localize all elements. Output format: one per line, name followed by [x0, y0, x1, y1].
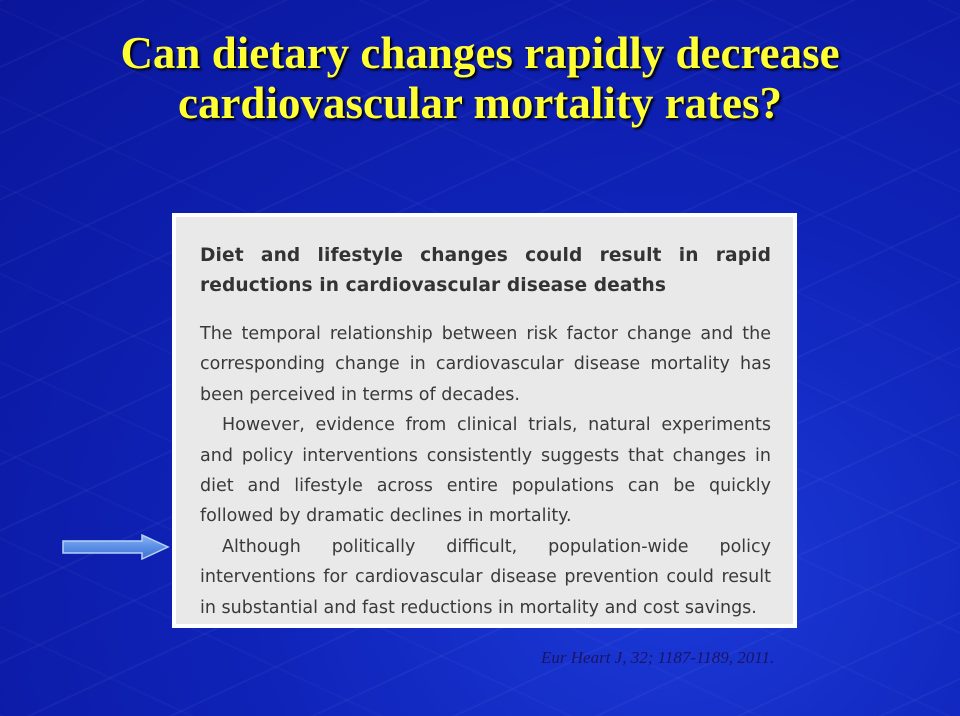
citation: Eur Heart J, 32; 1187-1189, 2011. — [541, 648, 775, 667]
slide-title-line-2: cardiovascular mortality rates? — [177, 78, 783, 128]
article-paragraph-2: However, evidence from clinical trials, … — [200, 415, 771, 527]
article-paragraph-3: Although politically difficult, populati… — [200, 536, 771, 618]
slide-title-line-1: Can dietary changes rapidly decrease — [120, 28, 840, 78]
slide-title: Can dietary changes rapidly decrease car… — [0, 28, 960, 128]
article-heading: Diet and lifestyle changes could result … — [200, 245, 771, 296]
article-paragraph-1: The temporal relationship between risk f… — [200, 324, 771, 405]
article-excerpt-image: Diet and lifestyle changes could result … — [172, 213, 797, 628]
right-arrow-icon — [62, 534, 170, 560]
article-excerpt-body: Diet and lifestyle changes could result … — [176, 217, 793, 624]
